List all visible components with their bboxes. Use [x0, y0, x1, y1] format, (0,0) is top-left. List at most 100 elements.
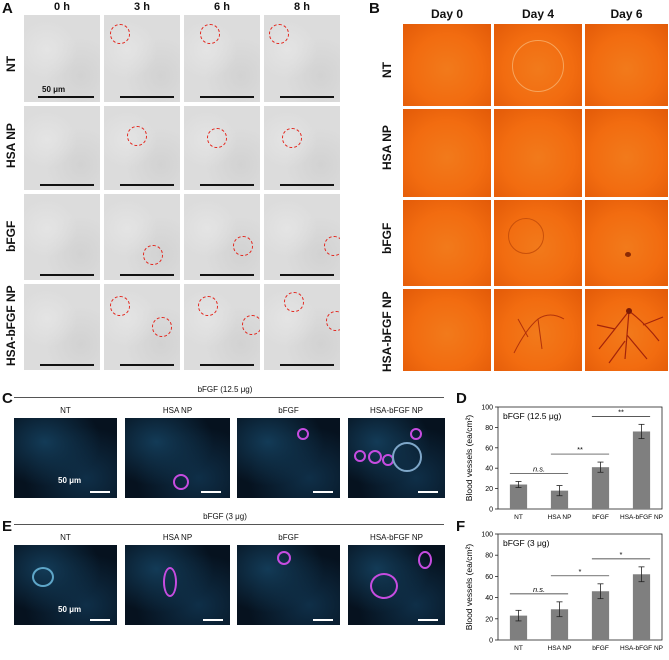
- micrograph-bfgf-8h: [264, 194, 340, 280]
- micrograph-hsa-np-3h: [104, 106, 180, 190]
- chart-d: 0 20 40 60 80 100 Blood vessels (ea/cm²) bFGF (…: [464, 405, 663, 522]
- scale-bar: [40, 364, 94, 366]
- bar: [509, 615, 528, 640]
- vessel-ring: [392, 442, 422, 472]
- scale-bar: [418, 619, 438, 621]
- egg-hsa-bfgf-np-day6: [585, 289, 668, 371]
- x-tick-label: HSA NP: [548, 514, 572, 521]
- vessel-ring: [370, 573, 398, 599]
- egg-hsa-np-day4: [494, 109, 582, 197]
- scale-bar: [120, 364, 174, 366]
- bar: [591, 591, 610, 640]
- y-tick-label: 20: [485, 486, 493, 493]
- chart-title: bFGF (12.5 μg): [503, 411, 561, 421]
- highlight-circle: [282, 128, 302, 148]
- tissue-nt-3ug: 50 μm: [14, 545, 117, 625]
- scale-bar: [280, 364, 334, 366]
- scale-label: 50 μm: [58, 476, 82, 485]
- vessel-ring: [277, 551, 291, 565]
- x-tick-label: bFGF: [592, 645, 609, 652]
- egg-hsa-np-day6: [585, 109, 668, 197]
- scale-label: 50 μm: [42, 85, 66, 94]
- y-tick-label: 40: [485, 595, 493, 602]
- y-tick-label: 40: [485, 466, 493, 473]
- vessel-network: [513, 314, 565, 354]
- panel-a-row-bfgf: bFGF: [4, 220, 18, 252]
- highlight-circle: [233, 236, 253, 256]
- panel-a-row-hsa-np: HSA NP: [4, 123, 18, 168]
- vessel-spot: [625, 252, 631, 257]
- egg-hsa-bfgf-np-day4: [494, 289, 582, 371]
- significance-label: *: [620, 550, 623, 559]
- scale-bar: [120, 96, 174, 98]
- tissue-hsa-np-12ug: [125, 418, 230, 498]
- panel-b-label: B: [369, 0, 380, 17]
- panel-a-label: A: [2, 0, 13, 17]
- scale-bar: [313, 491, 333, 493]
- egg-nt-day6: [585, 24, 668, 106]
- scale-label: 50 μm: [58, 605, 82, 614]
- plot-frame: [497, 406, 663, 510]
- scale-bar: [90, 491, 110, 493]
- micrograph-hsa-np-8h: [264, 106, 340, 190]
- micrograph-nt-8h: [264, 15, 340, 102]
- significance-label: *: [579, 567, 582, 576]
- y-tick-label: 60: [485, 574, 493, 581]
- egg-hsa-bfgf-np-day0: [403, 289, 491, 371]
- highlight-circle: [110, 24, 130, 44]
- scale-bar: [313, 619, 333, 621]
- scale-bar: [120, 184, 174, 186]
- y-tick-label: 0: [489, 638, 493, 645]
- vessel-ring: [163, 567, 177, 597]
- micrograph-hsa-np-6h: [184, 106, 260, 190]
- highlight-circle: [127, 126, 147, 146]
- bar: [550, 490, 569, 509]
- tissue-hsa-np-3ug: [125, 545, 230, 625]
- panel-e-label: E: [2, 518, 13, 535]
- chart-f: 0 20 40 60 80 100 Blood vessels (ea/cm²) bFGF (…: [464, 532, 663, 653]
- panel-b-col-day6: Day 6: [610, 7, 643, 21]
- panel-e-col-nt: NT: [60, 533, 71, 542]
- panel-a-col-0h: 0 h: [54, 1, 70, 13]
- panel-e-header-rule: [14, 524, 444, 525]
- scale-bar: [280, 96, 334, 98]
- y-tick-label: 100: [481, 405, 493, 412]
- highlight-circle: [143, 245, 163, 265]
- chart-title: bFGF (3 μg): [503, 538, 550, 548]
- highlight-circle: [200, 24, 220, 44]
- scale-bar: [90, 619, 110, 621]
- x-tick-label: NT: [514, 645, 523, 652]
- scale-bar: [203, 619, 223, 621]
- panel-b-row-hsa-np: HSA NP: [380, 125, 394, 170]
- panel-b-col-day4: Day 4: [521, 7, 555, 21]
- significance-label: **: [618, 407, 624, 416]
- significance-label: **: [577, 445, 583, 454]
- scale-bar: [200, 274, 254, 276]
- panel-c-col-hsa-bfgf-np: HSA-bFGF NP: [370, 406, 423, 415]
- panel-e-col-hsa-bfgf-np: HSA-bFGF NP: [370, 533, 423, 542]
- micrograph-hsa-bfgf-np-3h: [104, 284, 180, 370]
- micrograph-hsa-bfgf-np-0h: [24, 284, 100, 370]
- x-tick-label: HSA-bFGF NP: [620, 514, 663, 521]
- sponge-ring: [508, 218, 544, 254]
- scale-bar: [38, 96, 94, 98]
- y-tick-label: 0: [489, 507, 493, 514]
- scale-bar: [40, 184, 94, 186]
- egg-nt-day0: [403, 24, 491, 106]
- panel-d-label: D: [456, 390, 467, 407]
- panel-b-row-hsa-bfgf-np: HSA-bFGF NP: [380, 291, 394, 372]
- vessel-ring: [173, 474, 189, 490]
- highlight-circle: [198, 296, 218, 316]
- panel-b-col-day0: Day 0: [430, 7, 464, 21]
- y-tick-label: 100: [481, 532, 493, 539]
- highlight-circle: [152, 317, 172, 337]
- panel-a-col-6h: 6 h: [214, 1, 230, 13]
- scale-bar: [280, 184, 334, 186]
- tissue-bfgf-12ug: [237, 418, 340, 498]
- significance-label: n.s.: [533, 585, 545, 594]
- y-axis-label: Blood vessels (ea/cm²): [464, 544, 474, 631]
- scale-bar: [418, 491, 438, 493]
- panel-c-header: bFGF (12.5 μg): [197, 385, 253, 394]
- highlight-circle: [326, 311, 340, 331]
- tissue-nt-12ug: 50 μm: [14, 418, 117, 498]
